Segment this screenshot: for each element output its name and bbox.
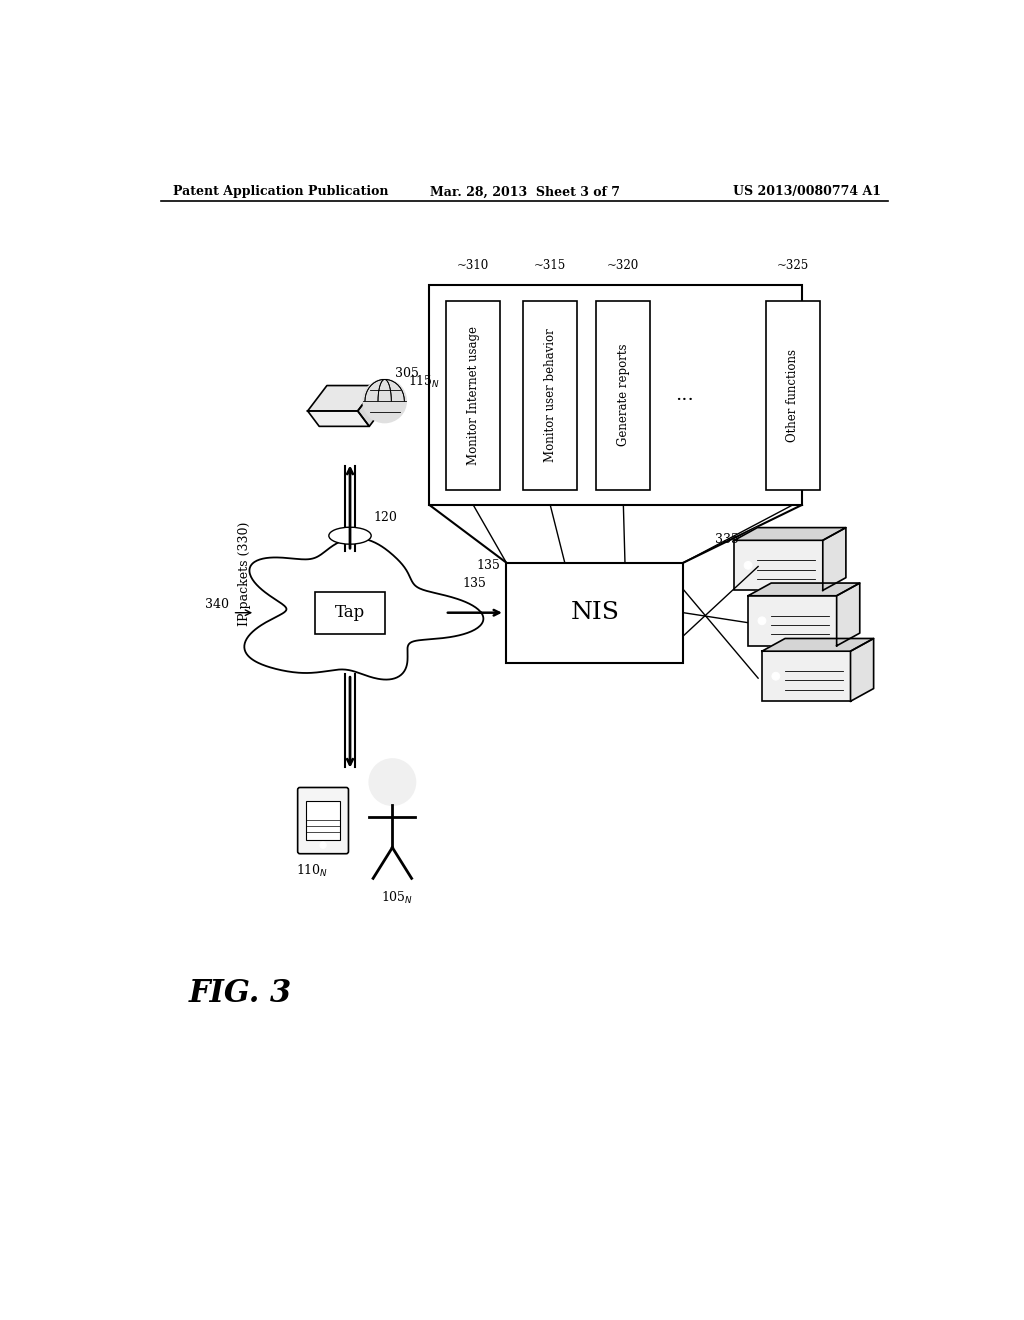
FancyBboxPatch shape xyxy=(298,788,348,854)
Text: Tap: Tap xyxy=(335,605,366,622)
Polygon shape xyxy=(823,528,846,590)
Ellipse shape xyxy=(329,527,371,544)
Bar xyxy=(734,540,823,590)
Polygon shape xyxy=(245,539,483,680)
Text: ~325: ~325 xyxy=(776,259,809,272)
Bar xyxy=(523,301,578,490)
Circle shape xyxy=(319,842,326,849)
Text: US 2013/0080774 A1: US 2013/0080774 A1 xyxy=(733,185,882,198)
Bar xyxy=(766,301,819,490)
Polygon shape xyxy=(307,385,377,411)
Text: Generate reports: Generate reports xyxy=(616,345,630,446)
Text: Patent Application Publication: Patent Application Publication xyxy=(173,185,388,198)
Circle shape xyxy=(744,561,752,569)
Text: Other functions: Other functions xyxy=(786,348,800,442)
Bar xyxy=(429,285,802,506)
Polygon shape xyxy=(357,385,388,426)
Circle shape xyxy=(364,379,407,422)
Circle shape xyxy=(772,672,779,680)
Text: 305: 305 xyxy=(395,367,419,380)
Bar xyxy=(506,562,683,663)
Text: FIG. 3: FIG. 3 xyxy=(188,978,292,1010)
Bar xyxy=(762,651,851,701)
Circle shape xyxy=(398,573,463,638)
Text: Mar. 28, 2013  Sheet 3 of 7: Mar. 28, 2013 Sheet 3 of 7 xyxy=(430,185,620,198)
Bar xyxy=(596,301,650,490)
Circle shape xyxy=(360,579,451,669)
Circle shape xyxy=(250,579,339,669)
Text: 105$_N$: 105$_N$ xyxy=(381,890,413,906)
Circle shape xyxy=(381,612,451,682)
Polygon shape xyxy=(749,583,860,595)
Text: 135: 135 xyxy=(462,577,486,590)
Circle shape xyxy=(341,535,418,611)
Text: 135: 135 xyxy=(476,558,500,572)
Circle shape xyxy=(758,616,766,624)
Text: 340: 340 xyxy=(205,598,228,611)
Polygon shape xyxy=(734,528,846,540)
Circle shape xyxy=(370,759,416,805)
Polygon shape xyxy=(851,639,873,701)
Text: ...: ... xyxy=(676,387,694,404)
Text: ~310: ~310 xyxy=(457,259,489,272)
Text: IP packets (330): IP packets (330) xyxy=(238,521,251,627)
Bar xyxy=(306,801,340,840)
Bar xyxy=(446,301,500,490)
Text: 110$_N$: 110$_N$ xyxy=(296,863,329,879)
Polygon shape xyxy=(762,639,873,651)
Text: 335: 335 xyxy=(715,533,739,546)
Circle shape xyxy=(237,573,301,638)
Circle shape xyxy=(290,553,410,673)
Bar xyxy=(749,595,837,645)
Text: NIS: NIS xyxy=(570,601,620,624)
Text: 120: 120 xyxy=(373,511,397,524)
Text: Monitor Internet usage: Monitor Internet usage xyxy=(467,326,479,465)
Polygon shape xyxy=(307,411,370,426)
Polygon shape xyxy=(837,583,860,645)
Circle shape xyxy=(279,531,364,615)
Text: 115$_N$: 115$_N$ xyxy=(408,374,440,391)
Text: ~320: ~320 xyxy=(607,259,639,272)
Text: ~315: ~315 xyxy=(535,259,566,272)
Bar xyxy=(315,591,385,634)
Text: Monitor user behavior: Monitor user behavior xyxy=(544,329,557,462)
Circle shape xyxy=(250,612,319,682)
